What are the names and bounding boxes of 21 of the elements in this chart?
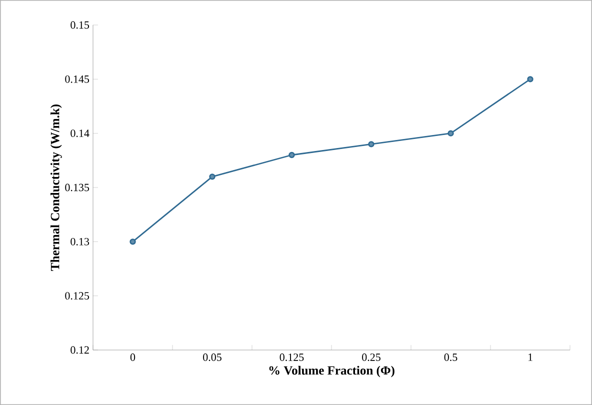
x-tick-label: 0.25 <box>362 354 380 362</box>
y-axis-title: Thermal Conductivity (W/m.k) <box>50 104 62 271</box>
x-tick-label: 0.5 <box>444 354 458 362</box>
x-tick-label: 0 <box>130 354 136 361</box>
x-tick-label: 1 <box>528 354 532 361</box>
x-axis-title: % Volume Fraction (Φ) <box>269 366 394 378</box>
point <box>209 174 216 180</box>
y-tick-label: 0.135 <box>65 184 90 192</box>
y-tick-label: 0.145 <box>65 75 90 83</box>
point <box>527 76 534 82</box>
y-tick-label: 0.125 <box>65 292 90 300</box>
point <box>130 238 136 245</box>
y-tick-label: 0.13 <box>70 238 90 246</box>
y-tick-label: 0.12 <box>70 346 89 354</box>
x-tick-label: 0.125 <box>280 354 304 362</box>
y-tick-label: 0.15 <box>70 21 90 29</box>
x-tick-label: 0.05 <box>203 354 222 362</box>
point <box>368 141 374 148</box>
point <box>288 152 295 158</box>
y-tick-label: 0.14 <box>70 130 90 138</box>
point <box>448 130 454 136</box>
